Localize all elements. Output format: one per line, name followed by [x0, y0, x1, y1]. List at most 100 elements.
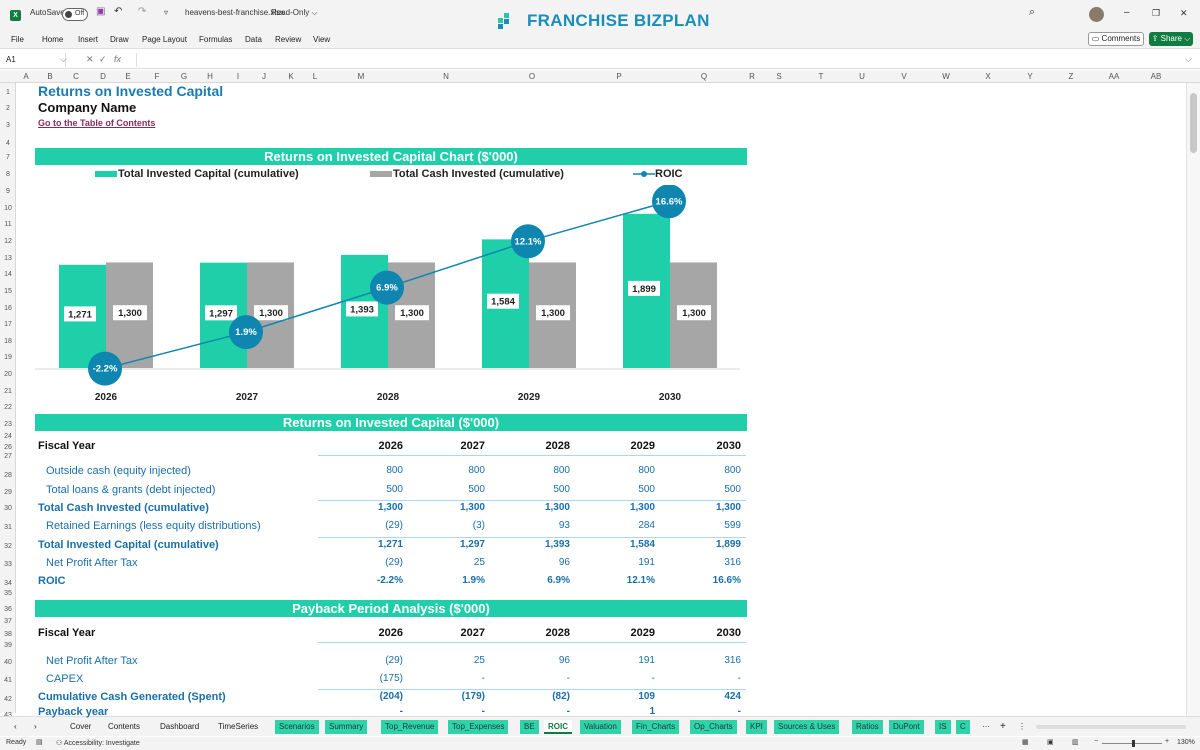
column-header[interactable]: O: [528, 72, 536, 81]
insert-function-button[interactable]: fx: [114, 54, 122, 64]
cell-value[interactable]: 1,584: [629, 539, 655, 550]
sheet-tab[interactable]: Ratios: [852, 720, 883, 734]
cell-value[interactable]: 109: [638, 691, 655, 702]
zoom-in-icon[interactable]: +: [1165, 738, 1170, 745]
column-header[interactable]: H: [207, 72, 213, 81]
row-header[interactable]: 3: [6, 122, 10, 129]
column-header[interactable]: G: [180, 72, 188, 81]
sheet-tab[interactable]: Top_Revenue: [381, 720, 439, 734]
cell-value[interactable]: 284: [638, 520, 655, 531]
prev-sheet-icon[interactable]: ‹: [14, 722, 17, 731]
sheet-tab[interactable]: DuPont: [889, 720, 924, 734]
cell-value[interactable]: -: [566, 706, 570, 717]
cell-value[interactable]: -: [651, 673, 655, 684]
column-header[interactable]: T: [818, 72, 824, 81]
cell-value[interactable]: 800: [468, 465, 485, 476]
row-header[interactable]: 40: [4, 659, 12, 666]
tab-view[interactable]: View: [313, 35, 331, 44]
row-header[interactable]: 30: [4, 505, 12, 512]
tab-page-layout[interactable]: Page Layout: [142, 35, 187, 44]
sheet-tab[interactable]: Top_Expenses: [448, 720, 509, 734]
cell-value[interactable]: (82): [552, 691, 570, 702]
row-header[interactable]: 19: [4, 354, 12, 361]
minimize-icon[interactable]: –: [1124, 7, 1130, 18]
formula-input[interactable]: [136, 53, 1186, 67]
column-header[interactable]: A: [23, 72, 29, 81]
cell-value[interactable]: 500: [553, 484, 570, 495]
column-header[interactable]: B: [47, 72, 53, 81]
next-sheet-icon[interactable]: ›: [34, 722, 37, 731]
column-header[interactable]: I: [236, 72, 240, 81]
page-break-view-icon[interactable]: ▥: [1072, 739, 1079, 746]
share-button[interactable]: ⇪ Share ⌵: [1149, 32, 1193, 46]
column-header[interactable]: Y: [1027, 72, 1033, 81]
row-header[interactable]: 20: [4, 371, 12, 378]
name-box-dropdown-icon[interactable]: ⌵: [60, 54, 67, 64]
cancel-icon[interactable]: ✕: [86, 54, 94, 64]
scrollbar-thumb[interactable]: [1190, 93, 1197, 153]
row-header[interactable]: 38: [4, 631, 12, 638]
cell-value[interactable]: -: [737, 673, 741, 684]
cell-value[interactable]: 96: [558, 655, 570, 666]
column-header[interactable]: U: [859, 72, 865, 81]
cell-value[interactable]: 424: [724, 691, 741, 702]
sheet-tab[interactable]: BE: [520, 720, 539, 734]
sheet-tab[interactable]: TimeSeries: [218, 722, 259, 731]
cell-value[interactable]: 1,300: [459, 502, 485, 513]
sheet-tab[interactable]: Scenarios: [275, 720, 319, 734]
cell-value[interactable]: 1,300: [544, 502, 570, 513]
column-header[interactable]: D: [100, 72, 106, 81]
comments-button[interactable]: ▭ Comments: [1088, 32, 1144, 46]
sheet-options-icon[interactable]: ⋮: [1018, 722, 1026, 731]
cell-value[interactable]: 16.6%: [712, 575, 741, 586]
row-header[interactable]: 43: [0, 712, 16, 719]
row-header[interactable]: 4: [6, 140, 10, 147]
column-header[interactable]: N: [443, 72, 449, 81]
horizontal-scrollbar[interactable]: [1036, 725, 1186, 729]
column-header[interactable]: X: [985, 72, 991, 81]
tab-data[interactable]: Data: [245, 35, 262, 44]
sheet-tab[interactable]: Dashboard: [160, 722, 200, 731]
cell-value[interactable]: (175): [379, 673, 403, 684]
cell-value[interactable]: 800: [638, 465, 655, 476]
cell-value[interactable]: (204): [379, 691, 403, 702]
macro-icon[interactable]: ▤: [36, 739, 43, 746]
row-header[interactable]: 31: [4, 524, 12, 531]
enter-icon[interactable]: ✓: [99, 54, 107, 64]
cell-value[interactable]: (179): [461, 691, 485, 702]
row-header[interactable]: 33: [4, 561, 12, 568]
tab-formulas[interactable]: Formulas: [199, 35, 233, 44]
column-header[interactable]: AB: [1150, 72, 1162, 81]
tab-draw[interactable]: Draw: [110, 35, 129, 44]
column-header[interactable]: P: [616, 72, 622, 81]
cell-value[interactable]: 191: [638, 655, 655, 666]
expand-formula-bar-icon[interactable]: ⌵: [1185, 54, 1192, 64]
sheet-tab[interactable]: KPI: [746, 720, 767, 734]
name-box[interactable]: A1: [2, 53, 66, 67]
table-of-contents-link[interactable]: Go to the Table of Contents: [38, 118, 156, 128]
user-avatar[interactable]: [1089, 7, 1104, 22]
row-header[interactable]: 37: [4, 618, 12, 625]
cell-value[interactable]: -: [566, 673, 570, 684]
cell-value[interactable]: 93: [558, 520, 570, 531]
row-header[interactable]: 13: [4, 255, 12, 262]
cell-value[interactable]: -: [481, 706, 485, 717]
cell-value[interactable]: 1,271: [377, 539, 403, 550]
row-header[interactable]: 2: [6, 105, 10, 112]
cell-value[interactable]: -2.2%: [376, 575, 403, 586]
cell-value[interactable]: -: [737, 706, 741, 717]
column-header[interactable]: R: [749, 72, 755, 81]
column-header[interactable]: L: [312, 72, 318, 81]
row-header[interactable]: 14: [4, 271, 12, 278]
row-header[interactable]: 28: [4, 472, 12, 479]
cell-value[interactable]: 1,300: [629, 502, 655, 513]
cell-value[interactable]: 1,297: [459, 539, 485, 550]
sheet-tab[interactable]: ROIC: [544, 720, 572, 734]
column-header[interactable]: K: [288, 72, 294, 81]
restore-icon[interactable]: ❐: [1152, 8, 1161, 18]
page-layout-view-icon[interactable]: ▣: [1047, 739, 1054, 746]
sheet-tab[interactable]: Valuation: [580, 720, 621, 734]
column-header[interactable]: Z: [1068, 72, 1074, 81]
zoom-level[interactable]: 130%: [1177, 739, 1195, 746]
more-sheets-icon[interactable]: ···: [982, 722, 990, 731]
